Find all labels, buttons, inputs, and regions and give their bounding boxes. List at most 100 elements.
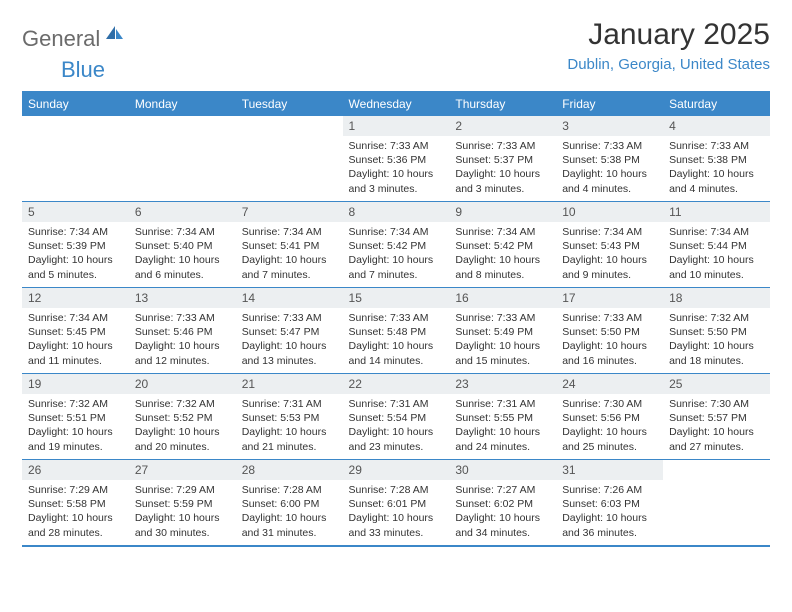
day-number <box>663 460 770 480</box>
day-number <box>22 116 129 136</box>
day-details: Sunrise: 7:27 AMSunset: 6:02 PMDaylight:… <box>449 480 556 544</box>
daylight-text: Daylight: 10 hours and 25 minutes. <box>562 425 657 453</box>
title-block: January 2025 Dublin, Georgia, United Sta… <box>567 18 770 73</box>
daylight-text: Daylight: 10 hours and 3 minutes. <box>455 167 550 195</box>
calendar-cell: 5Sunrise: 7:34 AMSunset: 5:39 PMDaylight… <box>22 202 129 288</box>
day-number: 7 <box>236 202 343 222</box>
daylight-text: Daylight: 10 hours and 20 minutes. <box>135 425 230 453</box>
calendar-cell: 16Sunrise: 7:33 AMSunset: 5:49 PMDayligh… <box>449 288 556 374</box>
day-details: Sunrise: 7:30 AMSunset: 5:57 PMDaylight:… <box>663 394 770 458</box>
day-details: Sunrise: 7:26 AMSunset: 6:03 PMDaylight:… <box>556 480 663 544</box>
day-number: 19 <box>22 374 129 394</box>
day-details: Sunrise: 7:32 AMSunset: 5:51 PMDaylight:… <box>22 394 129 458</box>
daylight-text: Daylight: 10 hours and 23 minutes. <box>349 425 444 453</box>
day-number: 28 <box>236 460 343 480</box>
sunset-text: Sunset: 5:50 PM <box>562 325 657 339</box>
calendar-cell: 28Sunrise: 7:28 AMSunset: 6:00 PMDayligh… <box>236 460 343 546</box>
sunset-text: Sunset: 6:00 PM <box>242 497 337 511</box>
day-number: 8 <box>343 202 450 222</box>
calendar-cell: 4Sunrise: 7:33 AMSunset: 5:38 PMDaylight… <box>663 116 770 202</box>
calendar-cell: 30Sunrise: 7:27 AMSunset: 6:02 PMDayligh… <box>449 460 556 546</box>
daylight-text: Daylight: 10 hours and 16 minutes. <box>562 339 657 367</box>
daylight-text: Daylight: 10 hours and 14 minutes. <box>349 339 444 367</box>
sunrise-text: Sunrise: 7:33 AM <box>669 139 764 153</box>
calendar-cell: 11Sunrise: 7:34 AMSunset: 5:44 PMDayligh… <box>663 202 770 288</box>
daylight-text: Daylight: 10 hours and 24 minutes. <box>455 425 550 453</box>
day-number: 29 <box>343 460 450 480</box>
day-details: Sunrise: 7:28 AMSunset: 6:01 PMDaylight:… <box>343 480 450 544</box>
sunset-text: Sunset: 5:50 PM <box>669 325 764 339</box>
daylight-text: Daylight: 10 hours and 21 minutes. <box>242 425 337 453</box>
day-header: Friday <box>556 92 663 116</box>
calendar-cell: 1Sunrise: 7:33 AMSunset: 5:36 PMDaylight… <box>343 116 450 202</box>
day-number: 9 <box>449 202 556 222</box>
day-number: 30 <box>449 460 556 480</box>
day-details: Sunrise: 7:31 AMSunset: 5:55 PMDaylight:… <box>449 394 556 458</box>
sunrise-text: Sunrise: 7:33 AM <box>349 139 444 153</box>
sunrise-text: Sunrise: 7:33 AM <box>242 311 337 325</box>
daylight-text: Daylight: 10 hours and 9 minutes. <box>562 253 657 281</box>
sunrise-text: Sunrise: 7:33 AM <box>562 311 657 325</box>
daylight-text: Daylight: 10 hours and 28 minutes. <box>28 511 123 539</box>
day-header: Monday <box>129 92 236 116</box>
day-number <box>129 116 236 136</box>
calendar-cell: 9Sunrise: 7:34 AMSunset: 5:42 PMDaylight… <box>449 202 556 288</box>
sunset-text: Sunset: 5:46 PM <box>135 325 230 339</box>
sunset-text: Sunset: 5:38 PM <box>669 153 764 167</box>
daylight-text: Daylight: 10 hours and 11 minutes. <box>28 339 123 367</box>
sunrise-text: Sunrise: 7:34 AM <box>669 225 764 239</box>
sunrise-text: Sunrise: 7:34 AM <box>455 225 550 239</box>
calendar-row: 19Sunrise: 7:32 AMSunset: 5:51 PMDayligh… <box>22 374 770 460</box>
calendar-cell: 18Sunrise: 7:32 AMSunset: 5:50 PMDayligh… <box>663 288 770 374</box>
calendar-cell: 10Sunrise: 7:34 AMSunset: 5:43 PMDayligh… <box>556 202 663 288</box>
day-details: Sunrise: 7:32 AMSunset: 5:52 PMDaylight:… <box>129 394 236 458</box>
daylight-text: Daylight: 10 hours and 31 minutes. <box>242 511 337 539</box>
page-title: January 2025 <box>567 18 770 52</box>
calendar-row: 1Sunrise: 7:33 AMSunset: 5:36 PMDaylight… <box>22 116 770 202</box>
daylight-text: Daylight: 10 hours and 19 minutes. <box>28 425 123 453</box>
sunset-text: Sunset: 5:43 PM <box>562 239 657 253</box>
sunset-text: Sunset: 5:51 PM <box>28 411 123 425</box>
sunrise-text: Sunrise: 7:32 AM <box>135 397 230 411</box>
day-details <box>663 480 770 487</box>
sail-icon <box>104 24 124 45</box>
sunset-text: Sunset: 5:37 PM <box>455 153 550 167</box>
sunrise-text: Sunrise: 7:34 AM <box>28 311 123 325</box>
calendar-cell: 17Sunrise: 7:33 AMSunset: 5:50 PMDayligh… <box>556 288 663 374</box>
calendar-cell: 20Sunrise: 7:32 AMSunset: 5:52 PMDayligh… <box>129 374 236 460</box>
calendar-table: Sunday Monday Tuesday Wednesday Thursday… <box>22 91 770 547</box>
sunset-text: Sunset: 5:42 PM <box>349 239 444 253</box>
calendar-cell: 24Sunrise: 7:30 AMSunset: 5:56 PMDayligh… <box>556 374 663 460</box>
sunset-text: Sunset: 5:58 PM <box>28 497 123 511</box>
day-number: 14 <box>236 288 343 308</box>
day-details: Sunrise: 7:33 AMSunset: 5:36 PMDaylight:… <box>343 136 450 200</box>
sunset-text: Sunset: 5:48 PM <box>349 325 444 339</box>
day-number: 20 <box>129 374 236 394</box>
sunrise-text: Sunrise: 7:34 AM <box>562 225 657 239</box>
sunset-text: Sunset: 5:57 PM <box>669 411 764 425</box>
sunset-text: Sunset: 5:45 PM <box>28 325 123 339</box>
calendar-cell <box>22 116 129 202</box>
daylight-text: Daylight: 10 hours and 33 minutes. <box>349 511 444 539</box>
calendar-body: 1Sunrise: 7:33 AMSunset: 5:36 PMDaylight… <box>22 116 770 546</box>
daylight-text: Daylight: 10 hours and 10 minutes. <box>669 253 764 281</box>
day-number: 1 <box>343 116 450 136</box>
day-number: 23 <box>449 374 556 394</box>
day-details: Sunrise: 7:34 AMSunset: 5:40 PMDaylight:… <box>129 222 236 286</box>
day-number: 26 <box>22 460 129 480</box>
calendar-cell: 27Sunrise: 7:29 AMSunset: 5:59 PMDayligh… <box>129 460 236 546</box>
sunrise-text: Sunrise: 7:28 AM <box>349 483 444 497</box>
daylight-text: Daylight: 10 hours and 18 minutes. <box>669 339 764 367</box>
sunset-text: Sunset: 5:39 PM <box>28 239 123 253</box>
calendar-cell: 8Sunrise: 7:34 AMSunset: 5:42 PMDaylight… <box>343 202 450 288</box>
day-details: Sunrise: 7:33 AMSunset: 5:38 PMDaylight:… <box>556 136 663 200</box>
calendar-cell <box>663 460 770 546</box>
sunrise-text: Sunrise: 7:32 AM <box>28 397 123 411</box>
sunset-text: Sunset: 5:49 PM <box>455 325 550 339</box>
day-number: 25 <box>663 374 770 394</box>
calendar-row: 12Sunrise: 7:34 AMSunset: 5:45 PMDayligh… <box>22 288 770 374</box>
daylight-text: Daylight: 10 hours and 27 minutes. <box>669 425 764 453</box>
daylight-text: Daylight: 10 hours and 4 minutes. <box>562 167 657 195</box>
day-details: Sunrise: 7:33 AMSunset: 5:37 PMDaylight:… <box>449 136 556 200</box>
day-details: Sunrise: 7:28 AMSunset: 6:00 PMDaylight:… <box>236 480 343 544</box>
